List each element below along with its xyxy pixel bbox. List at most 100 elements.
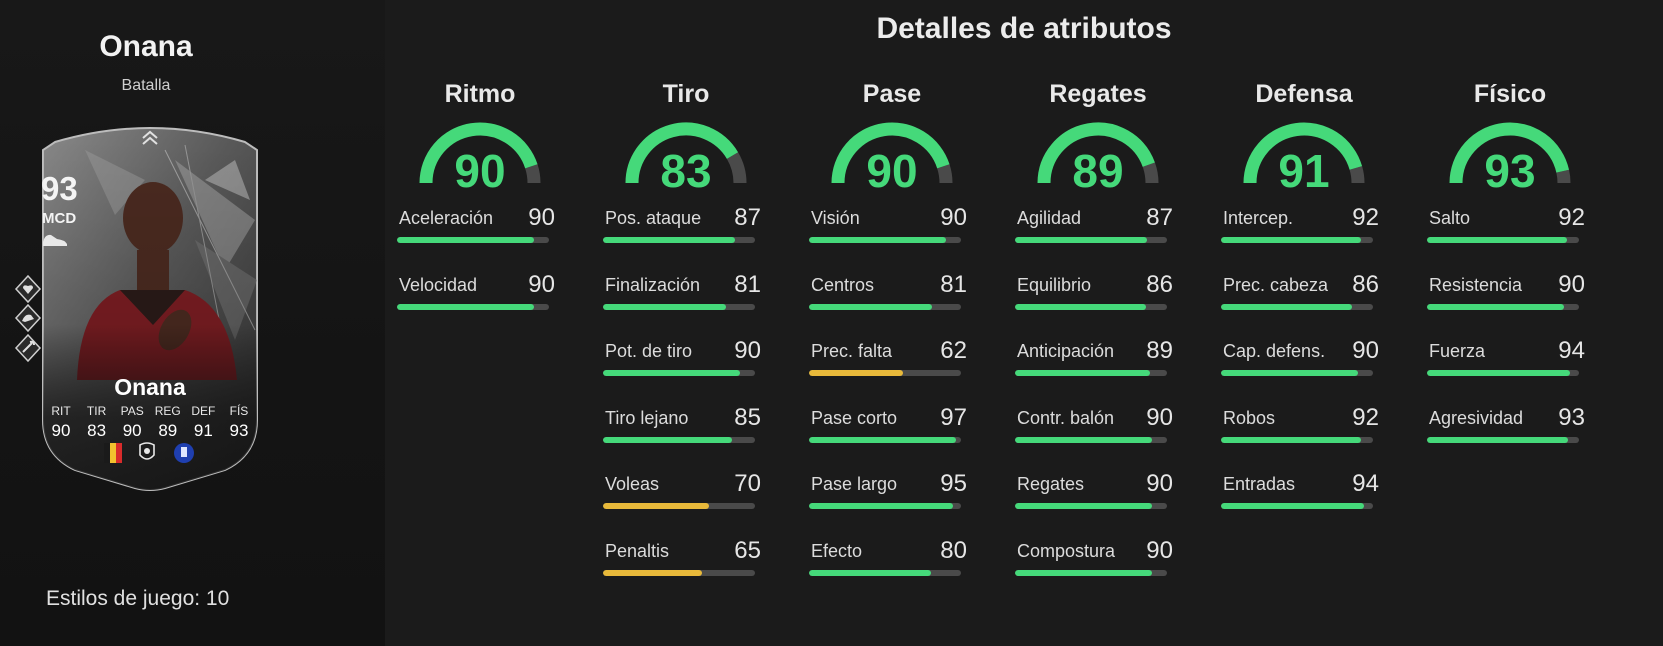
attribute-name: Compostura [1017,540,1116,561]
card-stat-reg: REG 89 [152,404,184,441]
attribute-group-tiro: Tiro 83 Pos. ataque 87 Finalización 81 Pot. de… [603,80,769,595]
attribute-group-pase: Pase 90 Visión 90 Centros 81 Prec. falta 62 Pase… [809,80,975,595]
gauge-track [726,152,747,184]
boot-wrench-icon[interactable] [13,333,43,363]
attribute-row[interactable]: Visión 90 [809,196,975,263]
attribute-row[interactable]: Pos. ataque 87 [603,196,769,263]
attribute-name: Aceleración [399,208,494,228]
attribute-row[interactable]: Entradas 94 [1221,462,1387,529]
attribute-bar [809,503,961,509]
attribute-row[interactable]: Resistencia 90 [1427,263,1593,330]
attribute-row[interactable]: Efecto 80 [809,529,975,596]
card-stat-label: REG [154,404,181,418]
attribute-bar-fill [603,503,710,509]
attribute-row[interactable]: Intercep. 92 [1221,196,1387,263]
attribute-value: 85 [734,403,761,431]
card-stat-label: TIR [86,404,107,418]
attribute-value: 90 [940,204,967,231]
attribute-row[interactable]: Agilidad 87 [1015,196,1181,263]
attribute-bar-fill [1221,303,1352,310]
gauge-track [525,164,541,184]
attribute-bar-fill [1015,370,1151,376]
attribute-bar-fill [1427,370,1570,376]
card-badges [25,440,275,466]
card-position: MCD [42,210,77,227]
belgium-flag-icon [104,443,122,463]
gauge-fill [1449,122,1570,184]
attribute-row[interactable]: Prec. falta 62 [809,329,975,396]
premier-league-lion-icon [139,442,155,460]
attribute-bar-fill [1015,503,1152,509]
attribute-bar [1221,303,1373,310]
attribute-row[interactable]: Cap. defens. 90 [1221,329,1387,396]
attribute-name: Tiro lejano [605,407,689,428]
attribute-name: Equilibrio [1017,274,1092,295]
card-rating: 93 [41,170,78,207]
attribute-row[interactable]: Finalización 81 [603,263,769,330]
attribute-bar [809,569,961,576]
attribute-row[interactable]: Salto 92 [1427,196,1593,263]
arm-flex-icon[interactable] [13,303,43,333]
attribute-bar [397,303,549,310]
attribute-name: Agilidad [1017,208,1082,228]
heart-shield-icon[interactable] [13,274,43,304]
attribute-row[interactable]: Agresividad 93 [1427,396,1593,463]
attribute-bar-fill [809,436,957,443]
card-stat-value: 90 [51,421,71,440]
attribute-value: 90 [1146,470,1173,497]
attribute-group-físico: Físico 93 Salto 92 Resistencia 90 Fuerza 94 Agre… [1427,80,1593,462]
attribute-bar [1221,370,1373,376]
attribute-row[interactable]: Pase largo 95 [809,462,975,529]
card-background [42,127,258,491]
attribute-row[interactable]: Regates 90 [1015,462,1181,529]
attribute-value: 90 [528,270,555,298]
player-card[interactable]: 93 MCD Onana RIT 90 TIR 83 PAS 90 [14,120,275,492]
attribute-bar-fill [603,569,702,576]
attribute-bar-fill [1015,237,1148,243]
attribute-value: 90 [1146,403,1173,431]
attribute-row[interactable]: Fuerza 94 [1427,329,1593,396]
attribute-name: Pot. de tiro [605,341,693,361]
attribute-row[interactable]: Robos 92 [1221,396,1387,463]
attribute-row[interactable]: Compostura 90 [1015,529,1181,596]
attribute-row[interactable]: Equilibrio 86 [1015,263,1181,330]
card-stat-label: RIT [51,404,71,418]
attribute-bar-fill [397,303,534,310]
attribute-gauge: 91 [1221,120,1387,197]
attribute-row[interactable]: Aceleración 90 [397,196,563,263]
attribute-name: Contr. balón [1017,407,1115,428]
attribute-row[interactable]: Velocidad 90 [397,263,563,330]
attribute-group-title: Pase [862,80,922,108]
attribute-value: 94 [1352,470,1379,497]
attribute-gauge: 83 [603,120,769,197]
attribute-name: Anticipación [1017,341,1115,361]
attribute-row[interactable]: Contr. balón 90 [1015,396,1181,463]
attribute-bar [603,569,755,576]
attribute-name: Robos [1223,407,1276,428]
attribute-name: Intercep. [1223,208,1294,228]
attribute-bar [809,237,961,243]
player-name: Onana [99,30,193,63]
attribute-name: Pase corto [811,407,898,428]
attribute-bar-fill [1221,436,1361,443]
attribute-bar [1015,503,1167,509]
attribute-row[interactable]: Centros 81 [809,263,975,330]
attribute-row[interactable]: Penaltis 65 [603,529,769,596]
attribute-bar [1427,436,1579,443]
attribute-row[interactable]: Pot. de tiro 90 [603,329,769,396]
attribute-bar-fill [1427,237,1567,243]
gauge-arc [1449,122,1571,184]
attribute-bar [1427,237,1579,243]
attribute-group-title: Regates [1049,80,1147,108]
gauge-fill [419,122,538,184]
attribute-bar-fill [809,303,933,310]
attribute-row[interactable]: Anticipación 89 [1015,329,1181,396]
attribute-value: 81 [940,270,967,298]
attribute-row[interactable]: Prec. cabeza 86 [1221,263,1387,330]
attribute-value: 80 [940,536,967,564]
attribute-row[interactable]: Voleas 70 [603,462,769,529]
attribute-row[interactable]: Pase corto 97 [809,396,975,463]
attribute-bar [1221,436,1373,443]
attribute-row[interactable]: Tiro lejano 85 [603,396,769,463]
